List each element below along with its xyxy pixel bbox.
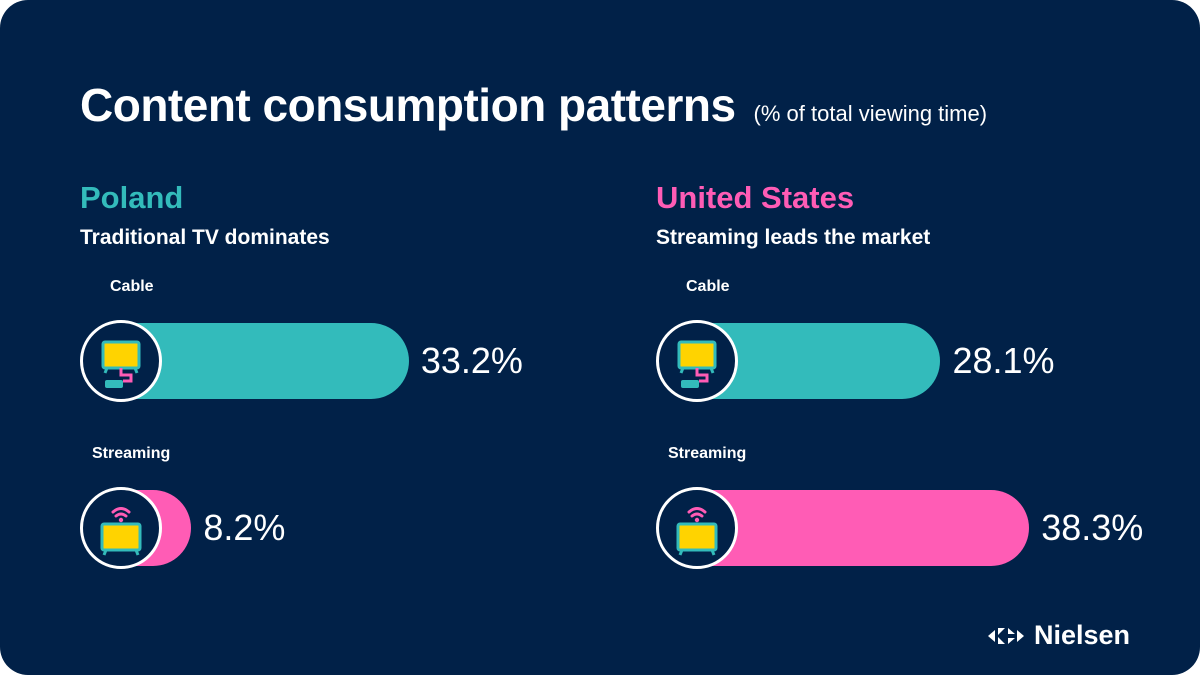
united-states-panel: United States Streaming leads the market… — [656, 180, 1200, 600]
cable-tv-icon — [656, 320, 738, 402]
value-label-streaming: 38.3% — [1041, 507, 1144, 548]
category-label-streaming: Streaming — [668, 445, 747, 462]
value-label-cable: 28.1% — [952, 340, 1055, 381]
country-tagline: Streaming leads the market — [656, 226, 931, 249]
category-label-streaming: Streaming — [92, 445, 171, 462]
cable-tv-icon — [80, 320, 162, 402]
brand-name: Nielsen — [1034, 620, 1131, 650]
country-title: United States — [656, 180, 855, 215]
page-title: Content consumption patterns — [80, 79, 736, 131]
bar-cable — [120, 323, 409, 399]
poland-panel: Poland Traditional TV dominates Cable 33… — [80, 180, 640, 600]
country-title: Poland — [80, 180, 184, 215]
bar-streaming — [696, 490, 1030, 566]
value-label-streaming: 8.2% — [203, 507, 286, 548]
page-subtitle: (% of total viewing time) — [753, 101, 988, 126]
header: Content consumption patterns (% of total… — [80, 78, 987, 132]
nielsen-mark-icon — [988, 627, 1024, 644]
country-tagline: Traditional TV dominates — [80, 226, 330, 249]
category-label-cable: Cable — [686, 278, 730, 295]
streaming-tv-icon — [656, 487, 738, 569]
streaming-tv-icon — [80, 487, 162, 569]
category-label-cable: Cable — [110, 278, 154, 295]
nielsen-logo: Nielsen — [986, 620, 1130, 651]
value-label-cable: 33.2% — [420, 340, 523, 381]
